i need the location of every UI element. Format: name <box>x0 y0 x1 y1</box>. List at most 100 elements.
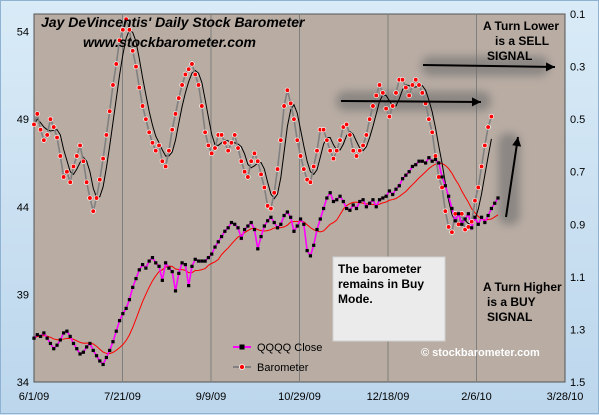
legend: QQQQ Close Barometer <box>233 342 322 374</box>
qqqq-close-point <box>42 331 46 335</box>
qqqq-close-point <box>193 257 197 261</box>
qqqq-close-point <box>206 255 211 260</box>
barometer-point <box>255 158 261 164</box>
barometer-point <box>41 137 47 143</box>
qqqq-close-point <box>81 350 85 354</box>
qqqq-close-point <box>140 262 145 267</box>
barometer-point <box>248 158 254 164</box>
qqqq-close-point <box>417 159 421 163</box>
x-tick-label: 3/28/10 <box>547 391 584 403</box>
barometer-point <box>169 127 175 133</box>
qqqq-close-point <box>447 194 451 198</box>
qqqq-close-point <box>374 205 378 209</box>
qqqq-close-point <box>305 248 309 253</box>
qqqq-close-point <box>368 201 372 205</box>
right-tick-label: 0.5 <box>570 114 585 126</box>
qqqq-close-point <box>98 359 102 363</box>
qqqq-close-point <box>279 222 283 226</box>
qqqq-close-point <box>414 163 418 167</box>
barometer-point <box>357 148 363 154</box>
qqqq-close-point <box>358 199 362 204</box>
qqqq-close-point <box>173 289 178 293</box>
qqqq-close-point <box>384 194 388 198</box>
qqqq-close-point <box>121 312 125 316</box>
qqqq-close-point <box>32 336 36 340</box>
qqqq-close-point <box>345 206 349 211</box>
barometer-point <box>416 82 422 88</box>
qqqq-close-point <box>226 226 230 230</box>
qqqq-close-point <box>124 306 128 310</box>
barometer-point <box>172 111 179 117</box>
sell-annotation-line-1: A Turn Lower <box>483 19 559 33</box>
barometer-point <box>439 184 445 191</box>
qqqq-close-point <box>361 198 365 202</box>
barometer-moving-average <box>33 28 492 225</box>
legend-label-qqqq: QQQQ Close <box>257 342 322 354</box>
barometer-point <box>472 197 478 204</box>
x-tick-label: 2/6/10 <box>461 391 492 403</box>
qqqq-close-point <box>131 285 135 289</box>
qqqq-close-point <box>164 261 168 265</box>
qqqq-close-point <box>266 219 270 223</box>
annotation-box-line-1: The barometer <box>338 262 422 276</box>
qqqq-close-point <box>381 196 385 200</box>
barometer-point <box>324 137 330 143</box>
qqqq-close-point <box>213 245 217 249</box>
qqqq-close-point <box>243 227 247 232</box>
barometer-point <box>120 27 126 33</box>
sell-arrow-lower <box>340 100 482 103</box>
annotation-box-line-2: remains in Buy <box>338 277 424 291</box>
qqqq-close-point <box>196 259 201 263</box>
qqqq-close-point <box>249 220 253 225</box>
left-tick-label: 39 <box>17 289 29 301</box>
barometer-point <box>139 103 146 109</box>
qqqq-close-point <box>312 243 316 247</box>
barometer-point <box>218 132 225 138</box>
left-tick-label: 34 <box>17 377 29 389</box>
qqqq-close-point <box>219 234 224 239</box>
qqqq-close-point <box>117 319 122 323</box>
buy-annotation-line-1: A Turn Higher <box>483 280 562 294</box>
qqqq-close-point <box>104 355 108 360</box>
buy-arrow <box>505 136 519 218</box>
barometer-point <box>107 108 113 114</box>
barometer-point <box>100 155 106 162</box>
barometer-point <box>482 142 488 149</box>
barometer-point <box>291 116 297 122</box>
barometer-point <box>228 140 235 146</box>
barometer-point <box>353 153 360 159</box>
right-tick-label: 1.3 <box>570 324 585 336</box>
qqqq-close-point <box>91 348 95 353</box>
qqqq-close-point <box>269 215 273 219</box>
buy-annotation-line-2: is a BUY <box>487 295 536 309</box>
qqqq-close-point <box>52 347 56 351</box>
qqqq-close-point <box>420 159 424 163</box>
barometer-point <box>80 158 87 164</box>
barometer-point <box>383 105 389 112</box>
barometer-point <box>97 176 103 183</box>
buy-arrow-head <box>512 137 522 147</box>
qqqq-close-point <box>496 196 500 200</box>
barometer-point <box>232 132 238 138</box>
sell-arrow-lower-head <box>471 97 481 107</box>
qqqq-close-point <box>246 224 250 228</box>
barometer-point <box>426 116 432 122</box>
barometer-point <box>478 163 485 170</box>
barometer-point <box>222 140 228 146</box>
barometer-point <box>327 148 333 154</box>
qqqq-close-point <box>272 220 276 225</box>
qqqq-close-point <box>391 192 395 197</box>
qqqq-close-point <box>295 224 299 228</box>
barometer-point <box>143 116 149 122</box>
qqqq-close-point <box>308 254 313 258</box>
barometer-point <box>74 153 80 159</box>
qqqq-close-point <box>473 215 477 219</box>
barometer-point <box>337 137 343 143</box>
barometer-point <box>314 148 320 154</box>
qqqq-close-line <box>33 156 499 366</box>
barometer-point <box>367 116 373 122</box>
buy-annotation-line-3: SIGNAL <box>487 310 532 324</box>
qqqq-close-point <box>364 205 368 209</box>
signal-arrows <box>340 62 556 218</box>
qqqq-close-point <box>456 212 461 216</box>
